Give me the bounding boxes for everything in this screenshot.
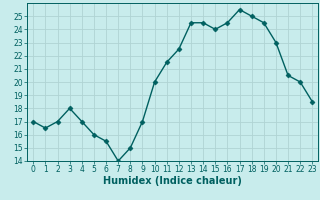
X-axis label: Humidex (Indice chaleur): Humidex (Indice chaleur) bbox=[103, 176, 242, 186]
